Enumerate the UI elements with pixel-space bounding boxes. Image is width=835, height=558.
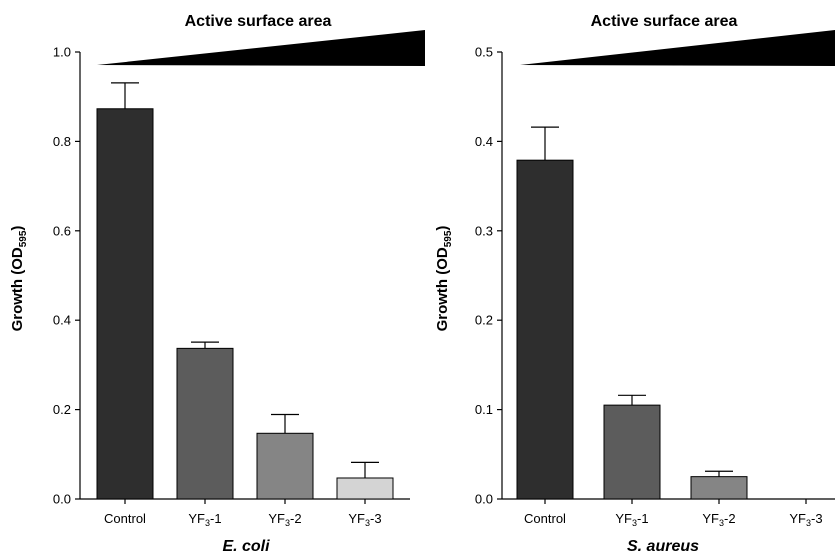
category-label: YF3-1 — [615, 511, 648, 528]
y-tick-label: 1.0 — [53, 45, 71, 60]
y-tick-label: 0.2 — [53, 402, 71, 417]
y-tick-label: 0.5 — [475, 45, 493, 60]
bar-4 — [336, 477, 394, 500]
header-label: Active surface area — [591, 13, 738, 30]
category-label: Control — [104, 511, 146, 526]
bar-2 — [603, 404, 661, 500]
y-tick-label: 0.3 — [475, 223, 493, 238]
y-tick-label: 0.6 — [53, 223, 71, 238]
y-tick-label: 0.0 — [53, 492, 71, 507]
category-label: Control — [524, 511, 566, 526]
bar-2 — [176, 347, 234, 500]
category-label: YF3-2 — [702, 511, 735, 528]
surface-area-wedge — [97, 30, 425, 66]
y-tick-label: 0.0 — [475, 492, 493, 507]
y-tick-label: 0.1 — [475, 402, 493, 417]
category-label: YF3-3 — [348, 511, 381, 528]
header-label: Active surface area — [185, 13, 332, 30]
bar-1 — [516, 159, 574, 500]
chart-panel-1: Active surface area 0.0 0.2 0.4 0.6 0.8 1.0 Gro… — [9, 13, 425, 555]
y-tick-label: 0.4 — [475, 134, 493, 149]
surface-area-wedge — [520, 30, 835, 66]
x-axis-label: S. aureus — [627, 538, 699, 555]
bar-3 — [256, 432, 314, 500]
category-label: YF3-3 — [789, 511, 822, 528]
bar-3 — [690, 476, 748, 500]
y-axis-label: Growth (OD595) — [434, 226, 454, 332]
x-axis-label: E. coli — [222, 538, 270, 555]
bar-1 — [96, 108, 154, 500]
y-tick-label: 0.8 — [53, 134, 71, 149]
category-label: YF3-1 — [188, 511, 221, 528]
chart-panel-2: Active surface area 0.0 0.1 0.2 0.3 0.4 0.5 Gro… — [434, 13, 835, 555]
y-axis-label: Growth (OD595) — [9, 226, 29, 332]
y-tick-label: 0.2 — [475, 313, 493, 328]
y-tick-label: 0.4 — [53, 313, 71, 328]
category-label: YF3-2 — [268, 511, 301, 528]
